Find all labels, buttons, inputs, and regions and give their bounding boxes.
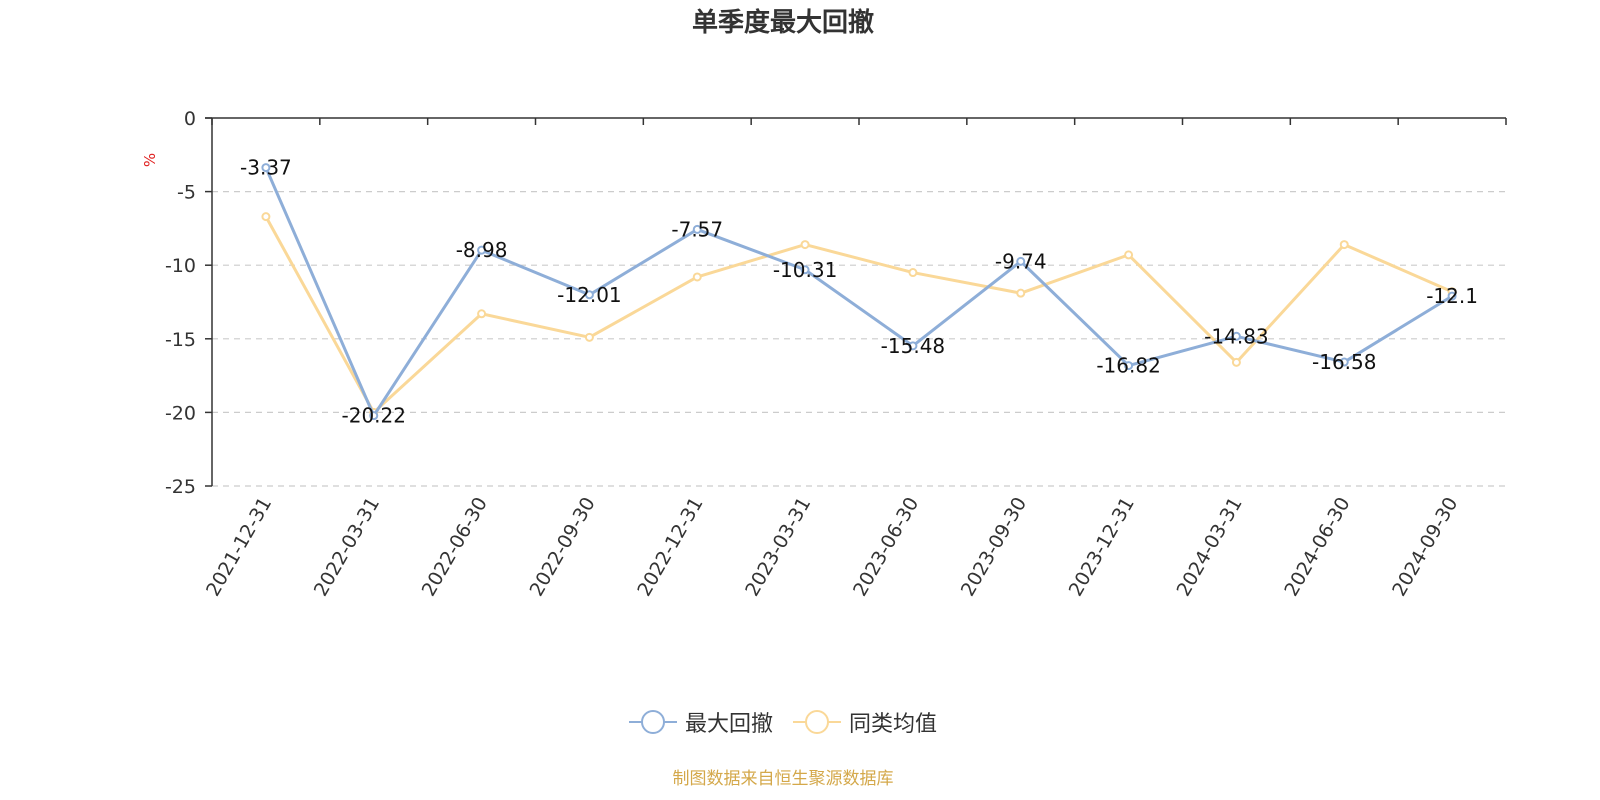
data-label: -7.57 — [671, 217, 723, 241]
x-tick-label: 2022-12-31 — [633, 494, 707, 601]
data-point-0 — [1447, 291, 1457, 301]
line-chart: 0 -5 -10 -15 -20 -25 2021-12-31 2022-03-31 2022-… — [141, 108, 1507, 601]
data-labels: -3.37 -20.22 -8.98 -12.01 -7.57 -10.31 -15.48 -… — [240, 156, 1478, 428]
y-tick-label: -15 — [165, 329, 196, 351]
data-label: -8.98 — [456, 238, 508, 262]
y-axis-unit-label: % — [141, 153, 159, 167]
data-point-1 — [477, 309, 487, 319]
legend-label: 最大回撤 — [684, 712, 773, 737]
data-point-1 — [800, 240, 810, 250]
x-tick-label: 2024-06-30 — [1280, 494, 1354, 601]
x-tick-label: 2024-09-30 — [1388, 494, 1462, 601]
data-label: -10.31 — [773, 258, 837, 282]
data-label: -12.1 — [1426, 284, 1478, 308]
y-tick-label: 0 — [184, 108, 196, 130]
data-point-1 — [1231, 357, 1241, 367]
data-point-0 — [261, 163, 271, 173]
x-tick-label: 2022-06-30 — [418, 494, 492, 601]
data-label: -20.22 — [342, 404, 406, 428]
y-tick-label: -25 — [165, 476, 196, 498]
legend-item-peer-average[interactable]: 同类均值 — [793, 706, 937, 738]
data-label: -15.48 — [881, 334, 945, 358]
x-tick-label: 2023-06-30 — [849, 494, 923, 601]
grid-lines — [212, 191, 1506, 487]
series — [261, 163, 1457, 421]
x-tick-label: 2022-09-30 — [525, 494, 599, 601]
legend-label: 同类均值 — [849, 712, 938, 737]
x-tick-label: 2023-09-30 — [957, 494, 1031, 601]
data-label: -12.01 — [557, 283, 621, 307]
legend-item-max-drawdown[interactable]: 最大回撤 — [628, 706, 773, 738]
legend-line-circle-icon — [793, 708, 841, 736]
data-point-0 — [584, 290, 594, 300]
x-tick-label: 2021-12-31 — [202, 494, 276, 601]
data-point-1 — [1124, 250, 1134, 260]
source-note: 制图数据来自恒生聚源数据库 — [672, 769, 894, 789]
x-tick-label: 2024-03-31 — [1172, 494, 1246, 601]
data-point-1 — [1339, 240, 1349, 250]
data-point-0 — [1231, 331, 1241, 341]
data-point-0 — [369, 411, 379, 421]
data-point-0 — [1016, 256, 1026, 266]
data-label: -16.58 — [1312, 350, 1376, 374]
data-point-0 — [1339, 357, 1349, 367]
x-tick-label: 2023-03-31 — [741, 494, 815, 601]
data-label: -16.82 — [1096, 354, 1160, 378]
legend-line-circle-icon — [628, 708, 677, 736]
y-tick-label: -10 — [165, 255, 196, 277]
y-tick-label: -20 — [165, 402, 196, 424]
data-point-0 — [908, 341, 918, 351]
data-point-1 — [908, 268, 918, 278]
data-point-0 — [692, 224, 702, 234]
series-line-1 — [264, 215, 1453, 414]
y-tick-label: -5 — [177, 182, 196, 204]
data-point-1 — [1016, 288, 1026, 298]
data-label: -9.74 — [995, 249, 1047, 273]
data-point-1 — [584, 332, 594, 342]
data-point-1 — [261, 212, 271, 222]
data-label: -3.37 — [240, 156, 292, 180]
chart-title: 单季度最大回撤 — [691, 8, 874, 38]
data-point-1 — [692, 272, 702, 282]
data-point-0 — [477, 245, 487, 255]
data-point-0 — [1124, 361, 1134, 371]
series-line-0 — [264, 167, 1453, 418]
data-label: -14.83 — [1204, 324, 1268, 348]
x-tick-label: 2022-03-31 — [310, 494, 384, 601]
x-tick-label: 2023-12-31 — [1065, 494, 1139, 601]
legend: 最大回撤 同类均值 — [0, 706, 1566, 738]
data-point-0 — [800, 265, 810, 275]
